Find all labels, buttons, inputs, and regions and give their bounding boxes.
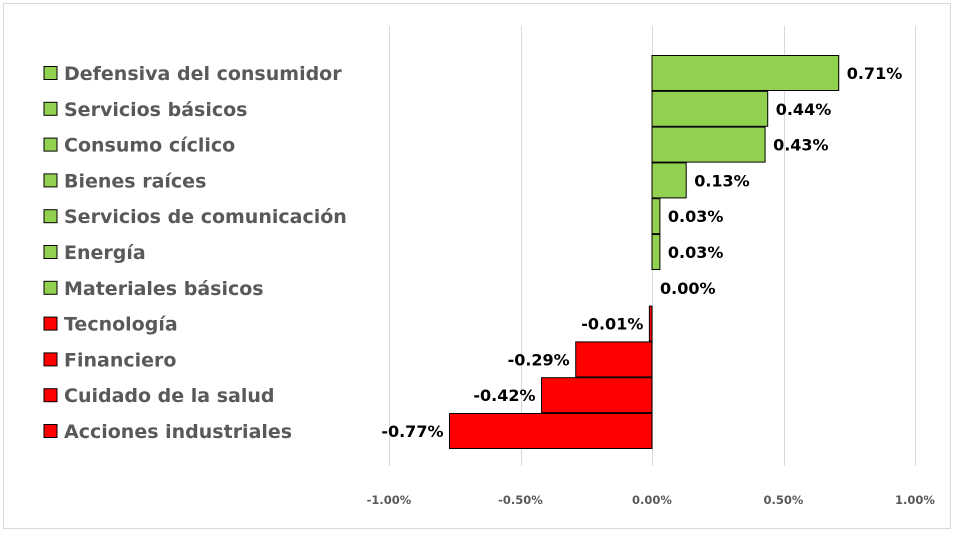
- legend-label: Cuidado de la salud: [64, 385, 275, 407]
- data-label: 0.03%: [668, 207, 724, 226]
- legend-swatch: [43, 388, 58, 403]
- bar: [651, 234, 661, 270]
- data-label: 0.43%: [773, 136, 829, 155]
- legend-swatch: [43, 137, 58, 152]
- bar: [651, 55, 840, 91]
- data-label: 0.44%: [776, 100, 832, 119]
- x-tick-label: -1.00%: [367, 493, 412, 507]
- legend-label: Energía: [64, 242, 146, 264]
- data-label: 0.71%: [847, 64, 903, 83]
- chart-frame: 0.71% 0.44% 0.43% 0.13% 0.03% 0.03% 0.00% -0.01…: [3, 3, 951, 529]
- legend-label: Tecnología: [64, 314, 178, 336]
- legend-label: Defensiva del consumidor: [64, 63, 342, 85]
- bar: [541, 377, 653, 414]
- legend-swatch: [43, 66, 58, 80]
- legend-label: Acciones industriales: [64, 421, 292, 443]
- x-tick-label: 0.50%: [764, 493, 804, 507]
- data-label: 0.13%: [694, 171, 750, 190]
- legend-label: Materiales básicos: [64, 278, 264, 300]
- legend-swatch: [43, 280, 58, 295]
- bar: [651, 198, 661, 235]
- data-label: -0.77%: [381, 422, 443, 441]
- legend-swatch: [43, 352, 58, 367]
- legend-swatch: [43, 245, 58, 259]
- legend-swatch: [43, 316, 58, 331]
- value-labels: 0.71% 0.44% 0.43% 0.13% 0.03% 0.03% 0.00% -0.01…: [381, 64, 902, 441]
- data-label: -0.01%: [581, 315, 643, 334]
- legend-swatch: [43, 424, 58, 438]
- legend-label: Servicios de comunicación: [64, 206, 347, 228]
- bar: [651, 90, 769, 127]
- legend-label: Consumo cíclico: [64, 135, 235, 157]
- data-label: 0.03%: [668, 243, 724, 262]
- data-label: 0.00%: [660, 279, 716, 298]
- legend-swatch: [43, 173, 58, 188]
- legend-swatch: [43, 101, 58, 116]
- legend-label: Financiero: [64, 349, 176, 371]
- bar: [575, 341, 653, 378]
- bar: [448, 413, 653, 449]
- bar: [651, 162, 687, 199]
- bar: [648, 305, 653, 342]
- x-axis-ticks: -1.00% -0.50% 0.00% 0.50% 1.00%: [367, 493, 936, 507]
- data-label: -0.42%: [473, 386, 535, 405]
- x-tick-label: -0.50%: [498, 493, 543, 507]
- legend: Defensiva del consumidor Servicios básico…: [43, 63, 347, 443]
- legend-label: Bienes raíces: [64, 170, 206, 192]
- bars: [448, 55, 840, 449]
- legend-swatch: [43, 209, 58, 224]
- bar: [651, 126, 766, 163]
- legend-label: Servicios básicos: [64, 99, 247, 121]
- x-tick-label: 1.00%: [895, 493, 935, 507]
- sector-performance-chart: 0.71% 0.44% 0.43% 0.13% 0.03% 0.03% 0.00% -0.01…: [43, 26, 936, 507]
- x-tick-label: 0.00%: [632, 493, 672, 507]
- data-label: -0.29%: [508, 350, 570, 369]
